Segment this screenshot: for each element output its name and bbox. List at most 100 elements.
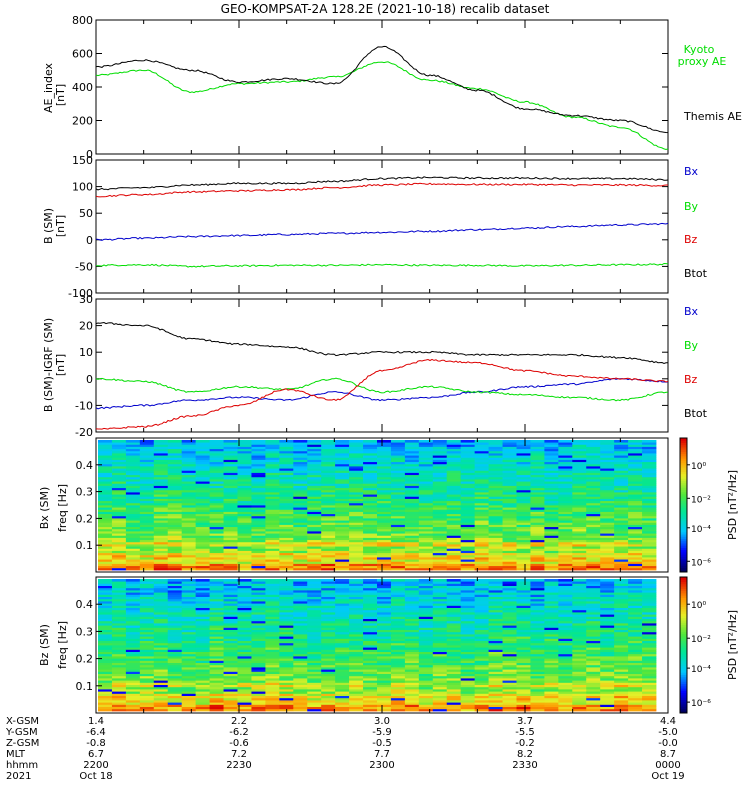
- heatmap-cell: [293, 466, 308, 469]
- heatmap-cell: [223, 645, 238, 648]
- heatmap-cell: [153, 476, 169, 480]
- heatmap-cell: [195, 603, 210, 606]
- heatmap-cell: [432, 700, 448, 703]
- heatmap-cell: [251, 470, 266, 473]
- heatmap-cell: [251, 535, 266, 538]
- heatmap-cell: [474, 642, 489, 646]
- heatmap-cell: [586, 472, 601, 476]
- heatmap-cell: [209, 596, 224, 600]
- heatmap-cell: [293, 565, 308, 569]
- heatmap-cell: [572, 537, 587, 541]
- heatmap-cell: [335, 457, 350, 460]
- heatmap-cell: [125, 627, 141, 630]
- heatmap-cell: [265, 695, 280, 699]
- heatmap-cell: [558, 459, 573, 463]
- heatmap-cell: [279, 548, 294, 551]
- heatmap-cell: [418, 607, 434, 611]
- heatmap-cell: [404, 664, 420, 668]
- heatmap-cell: [446, 702, 462, 705]
- heatmap-cell: [321, 697, 336, 701]
- heatmap-cell: [446, 544, 462, 547]
- heatmap-cell: [418, 581, 434, 584]
- heatmap-cell: [432, 544, 448, 547]
- heatmap-cell: [600, 614, 615, 617]
- heatmap-cell: [474, 704, 489, 707]
- heatmap-cell: [111, 450, 127, 454]
- heatmap-cell: [181, 702, 197, 705]
- heatmap-cell: [600, 697, 615, 701]
- heatmap-cell: [167, 581, 183, 584]
- heatmap-cell: [418, 636, 434, 639]
- heatmap-cell: [98, 457, 113, 460]
- heatmap-cell: [377, 461, 392, 465]
- heatmap-cell: [460, 702, 476, 705]
- heatmap-cell: [335, 678, 350, 681]
- heatmap-cell: [558, 522, 573, 525]
- colorbar-step: [680, 520, 687, 524]
- heatmap-cell: [516, 535, 531, 538]
- heatmap-cell: [265, 592, 280, 595]
- heatmap-cell: [390, 546, 406, 549]
- heatmap-cell: [558, 455, 573, 458]
- heatmap-cell: [474, 587, 489, 591]
- heatmap-cell: [572, 656, 587, 659]
- heatmap-cell: [111, 651, 127, 655]
- heatmap-cell: [586, 596, 601, 600]
- heatmap-cell: [139, 492, 155, 495]
- heatmap-cell: [98, 531, 113, 534]
- heatmap-cell: [265, 618, 280, 622]
- colorbar-step: [680, 547, 687, 551]
- heatmap-cell: [572, 623, 587, 626]
- heatmap-cell: [321, 448, 336, 452]
- heatmap-cell: [307, 561, 322, 564]
- heatmap-cell: [572, 563, 587, 567]
- heatmap-cell: [572, 638, 587, 641]
- heatmap-cell: [488, 697, 503, 701]
- heatmap-cell: [125, 695, 141, 699]
- heatmap-cell: [377, 629, 392, 633]
- heatmap-cell: [530, 592, 545, 595]
- heatmap-cell: [98, 552, 113, 556]
- heatmap-cell: [279, 658, 294, 661]
- heatmap-cell: [586, 669, 601, 672]
- heatmap-cell: [223, 479, 238, 482]
- heatmap-cell: [586, 656, 601, 659]
- heatmap-cell: [600, 448, 615, 452]
- heatmap-cell: [279, 557, 294, 560]
- heatmap-cell: [237, 651, 252, 655]
- heatmap-cell: [237, 581, 252, 584]
- heatmap-cell: [502, 557, 517, 560]
- heatmap-cell: [251, 537, 266, 541]
- heatmap-cell: [237, 671, 252, 674]
- heatmap-cell: [446, 492, 462, 495]
- heatmap-cell: [628, 537, 643, 541]
- heatmap-cell: [432, 625, 448, 628]
- heatmap-cell: [446, 537, 462, 541]
- heatmap-cell: [572, 651, 587, 655]
- heatmap-cell: [390, 470, 406, 473]
- heatmap-cell: [558, 623, 573, 626]
- heatmap-cell: [251, 664, 266, 668]
- heatmap-cell: [572, 614, 587, 617]
- heatmap-cell: [125, 675, 141, 679]
- heatmap-cell: [279, 544, 294, 547]
- heatmap-cell: [460, 581, 476, 584]
- heatmap-cell: [139, 702, 155, 705]
- heatmap-cell: [139, 470, 155, 473]
- heatmap-cell: [516, 623, 531, 626]
- heatmap-cell: [558, 563, 573, 567]
- heatmap-cell: [363, 470, 378, 473]
- heatmap-cell: [558, 567, 573, 571]
- heatmap-cell: [153, 656, 169, 659]
- heatmap-cell: [446, 472, 462, 476]
- heatmap-cell: [209, 667, 224, 670]
- heatmap-cell: [279, 634, 294, 637]
- heatmap-cell: [125, 662, 141, 666]
- heatmap-cell: [111, 671, 127, 674]
- heatmap-cell: [642, 533, 657, 536]
- heatmap-cell: [377, 481, 392, 484]
- heatmap-cell: [432, 507, 448, 510]
- heatmap-cell: [516, 642, 531, 646]
- heatmap-cell: [167, 468, 183, 471]
- heatmap-cell: [125, 511, 141, 515]
